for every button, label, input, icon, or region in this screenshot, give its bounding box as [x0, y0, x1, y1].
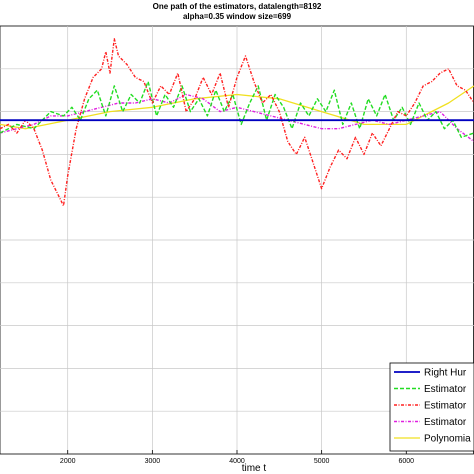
legend-label-3: Estimator [424, 417, 467, 428]
x-tick-label-1: 3000 [145, 458, 161, 465]
legend-label-1: Estimator [424, 384, 467, 395]
legend-label-0: Right Hur [424, 368, 467, 379]
x-tick-label-0: 2000 [60, 458, 76, 465]
series-line-1 [0, 80, 474, 138]
chart-subtitle: alpha=0.35 window size=699 [183, 12, 292, 21]
chart-title: One path of the estimators, datalength=8… [153, 2, 322, 11]
x-tick-label-3: 5000 [314, 458, 330, 465]
x-tick-label-4: 6000 [398, 458, 414, 465]
x-tick-label-2: 4000 [229, 458, 245, 465]
series-lines [0, 38, 474, 207]
grid [0, 26, 474, 454]
legend-label-2: Estimator [424, 401, 467, 412]
legend: Right Hur Estimator Estimator Estimator Poly… [389, 362, 474, 452]
legend-box [389, 362, 474, 452]
legend-label-4: Polynomia [424, 434, 471, 445]
x-axis-ticks: 2000 3000 4000 5000 6000 [60, 450, 414, 465]
x-axis-label: time t [242, 463, 267, 474]
